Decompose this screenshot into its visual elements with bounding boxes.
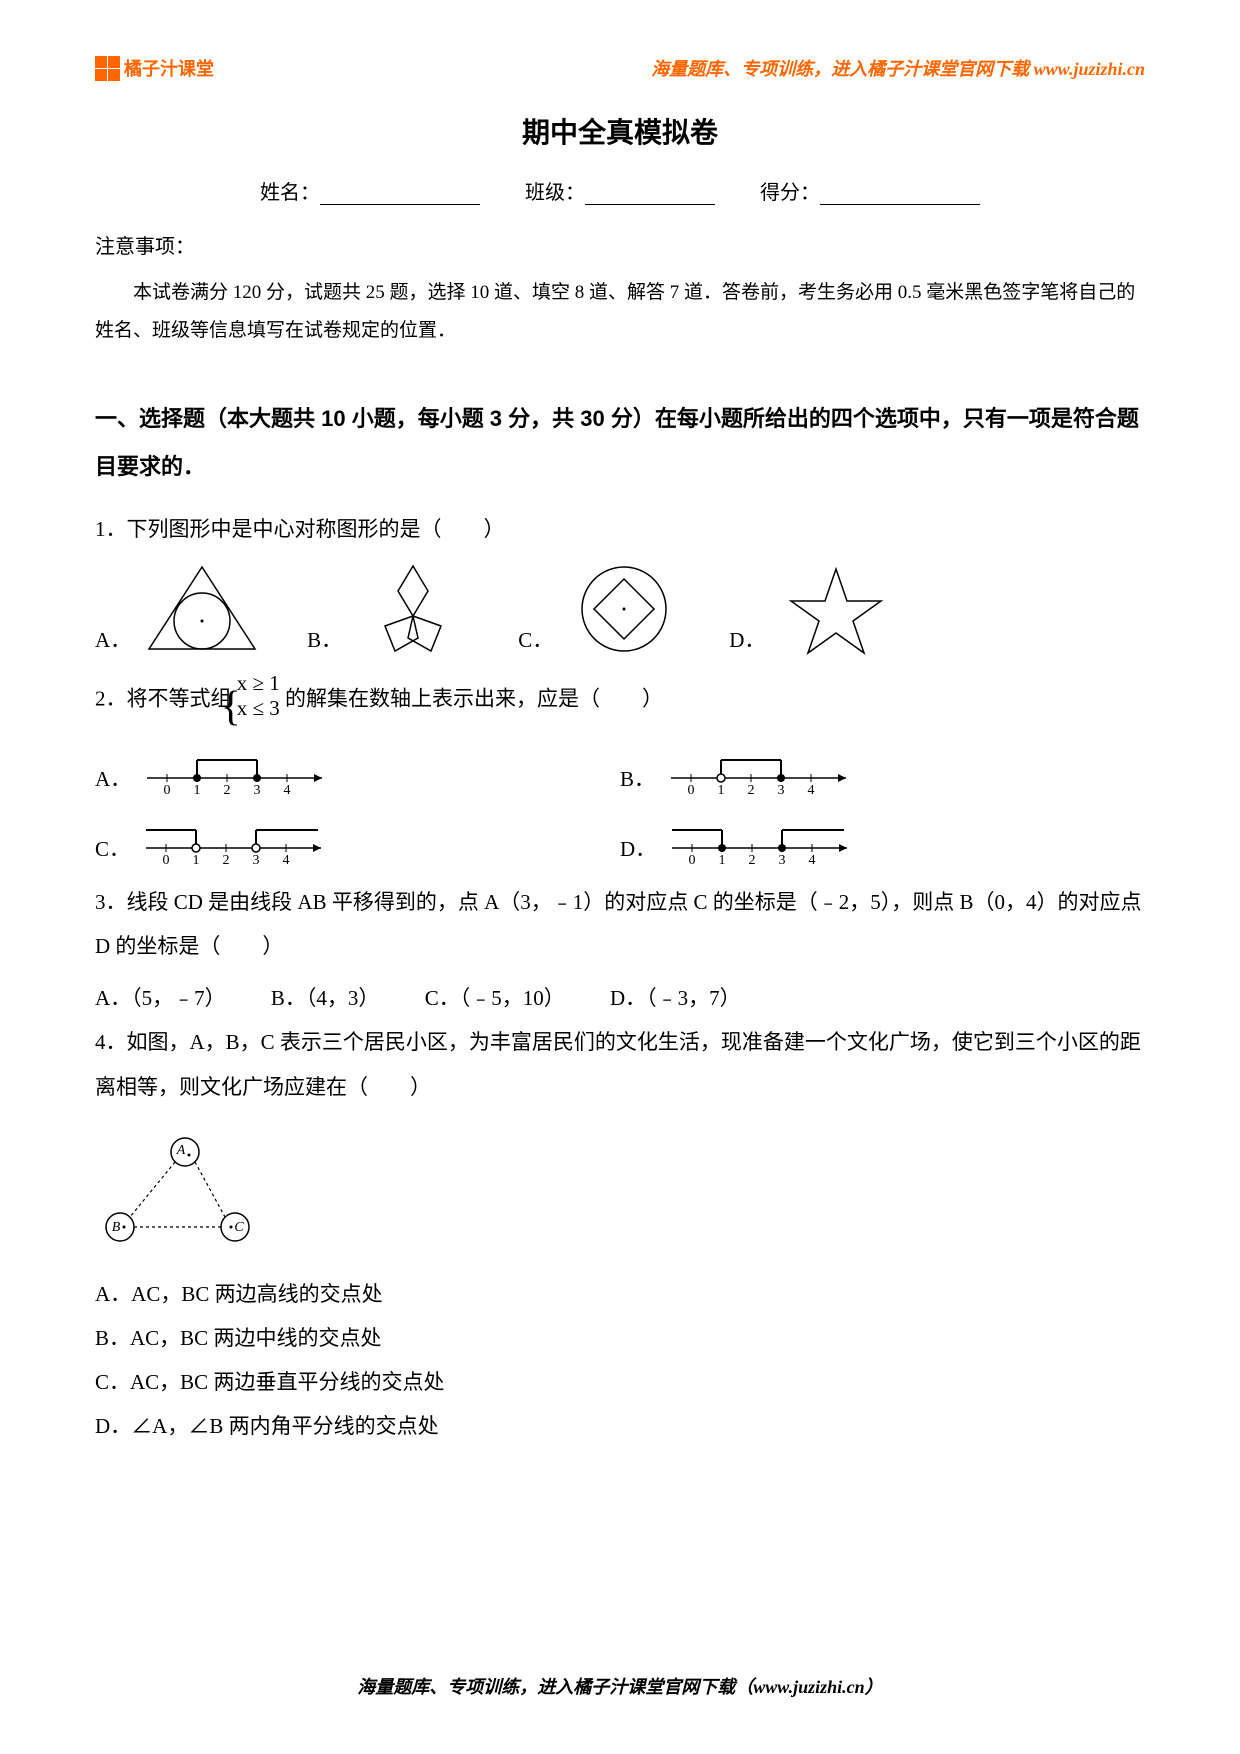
svg-text:0: 0 — [164, 783, 171, 795]
score-blank[interactable] — [820, 204, 980, 205]
q2-option-d: D． 0 1 2 3 4 — [620, 810, 1145, 865]
header-link: 海量题库、专项训练，进入橘子汁课堂官网下载 www.juzizhi.cn — [651, 55, 1145, 81]
three-points-diagram-icon: A B C — [95, 1127, 275, 1257]
svg-text:3: 3 — [778, 783, 785, 795]
logo-text: 橘子汁课堂 — [124, 55, 214, 81]
q3-option-c: C．（﹣5，10） — [425, 976, 565, 1020]
numberline-b-icon: 0 1 2 3 4 — [661, 740, 861, 795]
q3-option-d: D．（﹣3，7） — [610, 976, 741, 1020]
page-footer: 海量题库、专项训练，进入橘子汁课堂官网下载（www.juzizhi.cn） — [0, 1673, 1240, 1699]
question-4-options: A．AC，BC 两边高线的交点处 B．AC，BC 两边中线的交点处 C．AC，B… — [95, 1272, 1145, 1448]
shape-triangle-circle-icon — [137, 561, 267, 656]
logo: 橘子汁课堂 — [95, 55, 214, 81]
svg-text:1: 1 — [719, 853, 726, 865]
svg-text:C: C — [234, 1220, 244, 1235]
class-blank[interactable] — [585, 204, 715, 205]
student-info-line: 姓名： 班级： 得分： — [95, 176, 1145, 205]
q2-option-b: B． 0 1 2 3 4 — [620, 740, 1145, 795]
question-2-options: A． 0 1 2 3 4 B． — [95, 740, 1145, 865]
svg-text:0: 0 — [688, 783, 695, 795]
q4-option-c: C．AC，BC 两边垂直平分线的交点处 — [95, 1360, 1145, 1404]
name-blank[interactable] — [320, 204, 480, 205]
svg-text:0: 0 — [689, 853, 696, 865]
q1-option-d: D． — [729, 561, 901, 656]
svg-text:3: 3 — [779, 853, 786, 865]
page-header: 橘子汁课堂 海量题库、专项训练，进入橘子汁课堂官网下载 www.juzizhi.… — [95, 55, 1145, 81]
q1-option-b: B． — [307, 561, 478, 656]
logo-icon — [95, 56, 120, 81]
svg-text:B: B — [112, 1220, 121, 1235]
svg-text:4: 4 — [283, 853, 290, 865]
q1-option-a: A． — [95, 561, 267, 656]
question-3: 3．线段 CD 是由线段 AB 平移得到的，点 A（3，﹣1）的对应点 C 的坐… — [95, 880, 1145, 968]
question-4: 4．如图，A，B，C 表示三个居民小区，为丰富居民们的文化生活，现准备建一个文化… — [95, 1020, 1145, 1108]
q4-option-b: B．AC，BC 两边中线的交点处 — [95, 1316, 1145, 1360]
q2-option-a: A． 0 1 2 3 4 — [95, 740, 620, 795]
shape-circle-square-icon — [559, 561, 689, 656]
notice-title: 注意事项： — [95, 230, 1145, 259]
svg-text:4: 4 — [808, 783, 815, 795]
question-1: 1．下列图形中是中心对称图形的是（ ） — [95, 507, 1145, 551]
q1-option-c: C． — [518, 561, 689, 656]
q2-option-c: C． 0 1 2 3 4 — [95, 810, 620, 865]
svg-text:1: 1 — [718, 783, 725, 795]
svg-text:4: 4 — [284, 783, 291, 795]
shape-three-rhombus-icon — [348, 561, 478, 656]
numberline-c-icon: 0 1 2 3 4 — [136, 810, 336, 865]
question-1-options: A． B． — [95, 561, 1145, 656]
svg-text:1: 1 — [194, 783, 201, 795]
shape-star-icon — [771, 561, 901, 656]
question-3-options: A．（5，﹣7） B．（4，3） C．（﹣5，10） D．（﹣3，7） — [95, 976, 1145, 1020]
section-1-title: 一、选择题（本大题共 10 小题，每小题 3 分，共 30 分）在每小题所给出的… — [95, 395, 1145, 492]
numberline-d-icon: 0 1 2 3 4 — [662, 810, 862, 865]
svg-text:2: 2 — [748, 783, 755, 795]
svg-text:3: 3 — [253, 853, 260, 865]
score-label: 得分： — [760, 182, 820, 204]
svg-text:2: 2 — [749, 853, 756, 865]
q3-option-a: A．（5，﹣7） — [95, 976, 226, 1020]
svg-text:2: 2 — [223, 853, 230, 865]
svg-text:1: 1 — [193, 853, 200, 865]
svg-text:A: A — [176, 1143, 186, 1158]
q3-option-b: B．（4，3） — [271, 976, 380, 1020]
svg-text:4: 4 — [809, 853, 816, 865]
svg-text:2: 2 — [224, 783, 231, 795]
q4-option-a: A．AC，BC 两边高线的交点处 — [95, 1272, 1145, 1316]
name-label: 姓名： — [260, 182, 320, 204]
svg-text:3: 3 — [254, 783, 261, 795]
exam-title: 期中全真模拟卷 — [95, 111, 1145, 151]
class-label: 班级： — [525, 182, 585, 204]
question-2: 2．将不等式组 x ≥ 1 x ≤ 3 的解集在数轴上表示出来，应是（ ） — [95, 671, 1145, 730]
notice-body: 本试卷满分 120 分，试题共 25 题，选择 10 道、填空 8 道、解答 7… — [95, 274, 1145, 350]
q4-option-d: D．∠A，∠B 两内角平分线的交点处 — [95, 1404, 1145, 1448]
svg-text:0: 0 — [163, 853, 170, 865]
